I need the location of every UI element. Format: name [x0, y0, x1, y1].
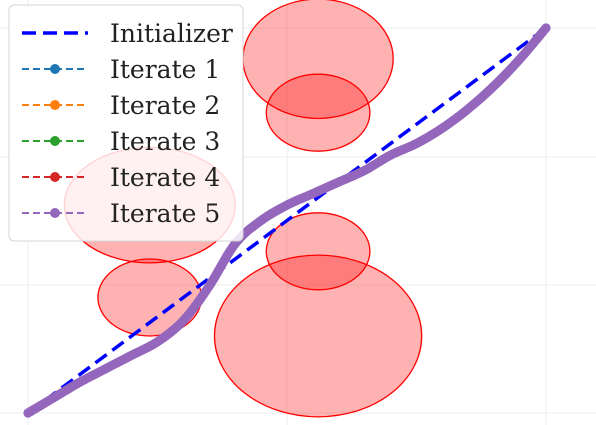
legend-entry-iterate-3-label: Iterate 3 [110, 127, 220, 156]
obstacle-ellipse-4 [265, 212, 371, 291]
series-point-220 [541, 23, 551, 33]
obstacle-ellipse-5 [213, 254, 423, 418]
legend-entry-iterate-1-label: Iterate 1 [110, 55, 220, 84]
legend-entry-iterate-1-marker [50, 64, 60, 74]
legend-entry-iterate-3-marker [50, 136, 60, 146]
legend-entry-iterate-4-label: Iterate 4 [110, 163, 220, 192]
legend-entry-iterate-5-marker [50, 208, 60, 218]
legend-entry-initializer-label: Initializer [110, 19, 233, 48]
legend: Initializer Iterate 1 Iterate 2 Iterate 3 It… [8, 4, 244, 242]
legend-entry-iterate-5-label: Iterate 5 [110, 199, 220, 228]
legend-box [8, 4, 244, 242]
legend-entry-iterate-2-label: Iterate 2 [110, 91, 220, 120]
legend-entry-iterate-4-marker [50, 172, 60, 182]
series-line-initializer [26, 26, 548, 415]
series-layer [23, 23, 551, 418]
obstacle-ellipse-3 [265, 73, 371, 152]
legend-entry-iterate-2-marker [50, 100, 60, 110]
